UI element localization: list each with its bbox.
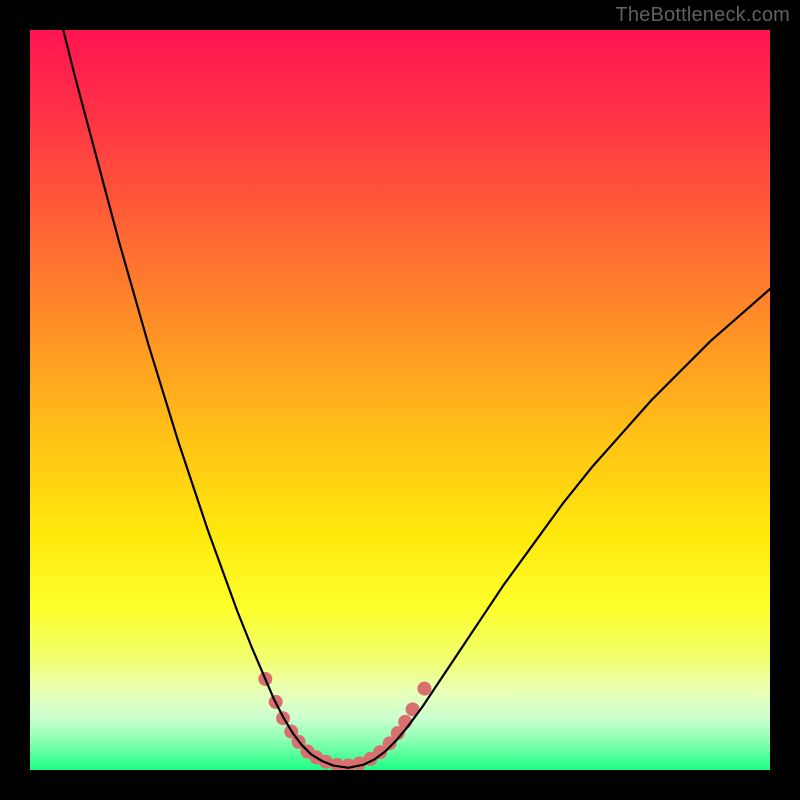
data-marker — [417, 682, 431, 696]
watermark-text: TheBottleneck.com — [615, 4, 790, 27]
bottleneck-chart — [30, 30, 770, 770]
chart-background — [30, 30, 770, 770]
plot-area — [30, 30, 770, 770]
